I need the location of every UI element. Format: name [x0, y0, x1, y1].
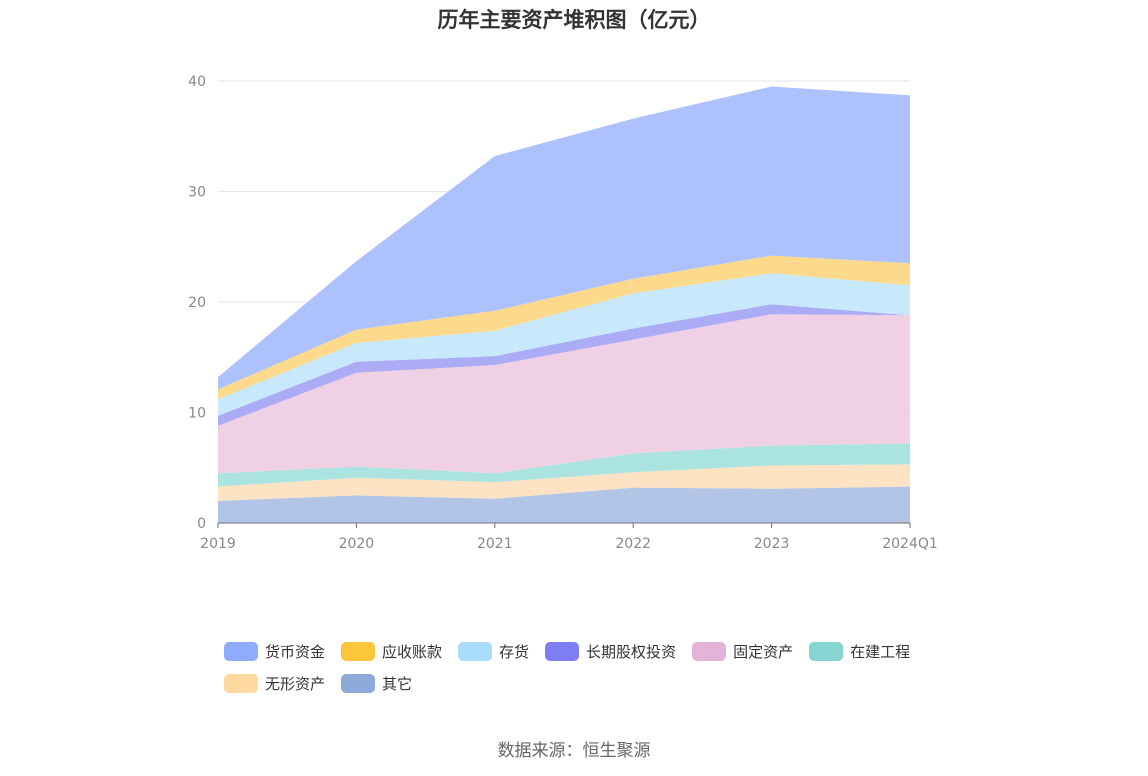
x-tick-label: 2024Q1 — [882, 536, 938, 552]
legend-item[interactable]: 其它 — [341, 672, 412, 694]
area-长期股权投资 — [218, 304, 910, 426]
legend-item[interactable]: 长期股权投资 — [545, 640, 676, 662]
area-在建工程 — [218, 443, 910, 487]
y-tick-label: 0 — [197, 516, 206, 532]
legend-swatch — [458, 641, 493, 661]
x-tick-label: 2020 — [339, 536, 375, 552]
legend-swatch — [224, 673, 258, 693]
legend-item[interactable]: 固定资产 — [692, 640, 793, 662]
legend-label: 应收账款 — [382, 642, 443, 661]
stacked-area-chart: 0 10 20 30 40 2019 2020 2021 2022 2023 2024Q1 — [188, 74, 938, 552]
chart-title: 历年主要资产堆积图（亿元） — [437, 8, 711, 32]
legend-swatch — [692, 641, 727, 661]
legend-swatch — [224, 641, 258, 661]
x-tick-label: 2023 — [754, 536, 790, 552]
y-tick-label: 30 — [188, 185, 206, 201]
legend-swatch — [341, 641, 376, 661]
x-tick-label: 2021 — [477, 536, 513, 552]
legend-swatch — [545, 641, 580, 661]
y-tick-label: 20 — [188, 295, 206, 311]
legend-swatch — [341, 673, 376, 693]
area-货币资金 — [218, 86, 910, 390]
legend-label: 其它 — [382, 674, 413, 693]
y-tick-label: 10 — [188, 406, 206, 422]
source-note: 数据来源：恒生聚源 — [497, 741, 651, 761]
area-存货 — [218, 273, 910, 416]
legend-item[interactable]: 在建工程 — [809, 640, 910, 662]
area-无形资产 — [218, 464, 910, 501]
legend-item[interactable]: 无形资产 — [224, 672, 325, 694]
legend-label: 在建工程 — [850, 642, 911, 661]
area-其它 — [218, 486, 910, 523]
legend-item[interactable]: 存货 — [458, 640, 529, 662]
legend-label: 货币资金 — [265, 642, 326, 661]
area-应收账款 — [218, 255, 910, 400]
legend-label: 固定资产 — [733, 642, 794, 661]
legend-item[interactable]: 货币资金 — [224, 640, 325, 662]
legend: 货币资金 应收账款 存货 长期股权投资 固定资产 在建工程无形资产 其它 — [224, 640, 964, 704]
legend-swatch — [809, 641, 844, 661]
area-固定资产 — [218, 314, 910, 474]
legend-label: 无形资产 — [265, 674, 326, 693]
x-tick-label: 2022 — [615, 536, 651, 552]
legend-label: 长期股权投资 — [586, 642, 677, 661]
x-tick-label: 2019 — [200, 536, 236, 552]
legend-item[interactable]: 应收账款 — [341, 640, 442, 662]
axes: 0 10 20 30 40 2019 2020 2021 2022 2023 2024Q1 — [188, 74, 938, 552]
area-layer — [218, 86, 910, 523]
legend-label: 存货 — [499, 642, 530, 661]
y-tick-label: 40 — [188, 74, 206, 90]
